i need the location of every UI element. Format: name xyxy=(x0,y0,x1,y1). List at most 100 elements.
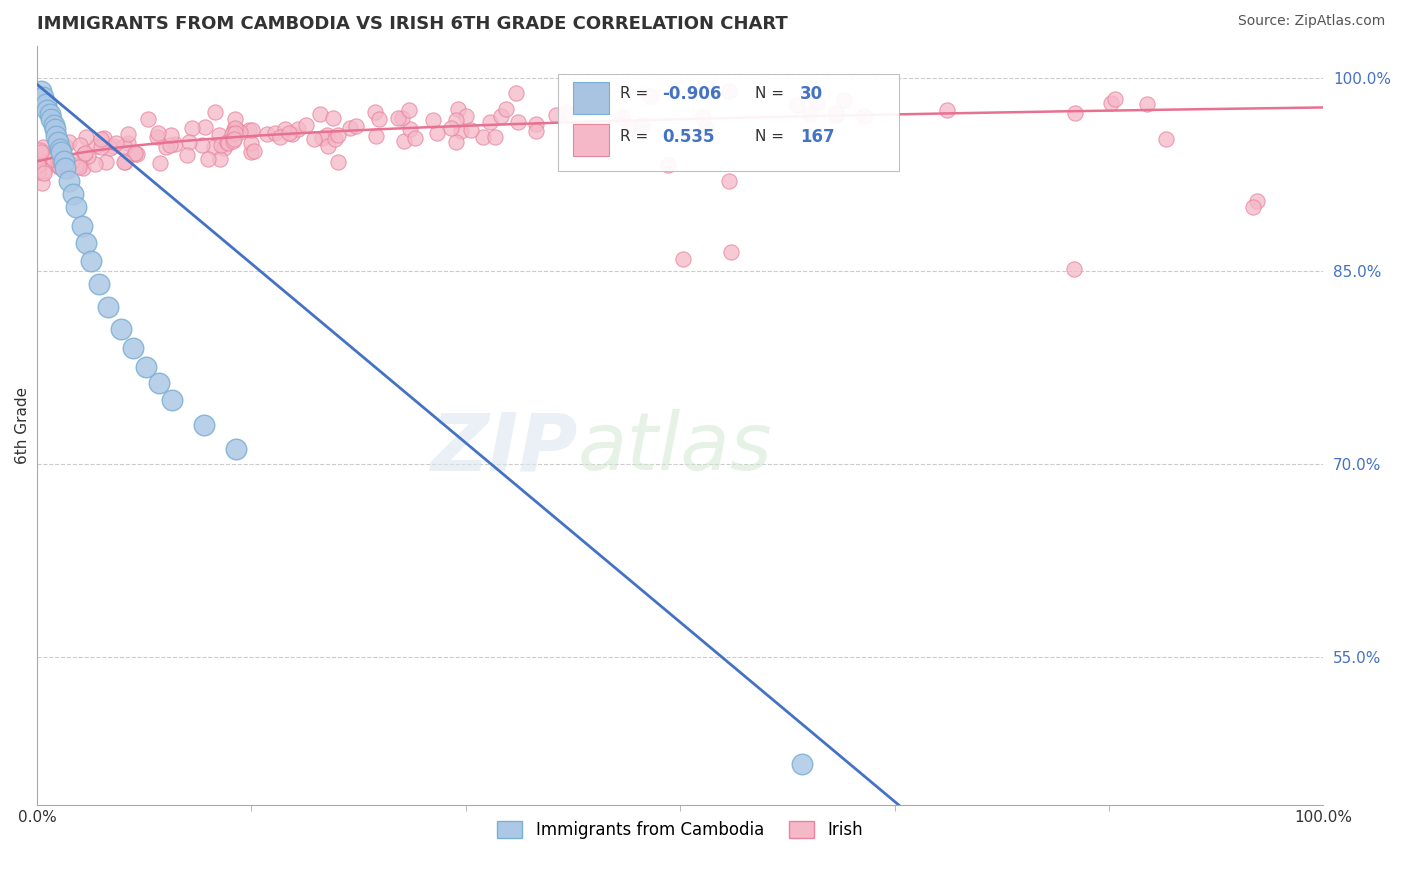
Point xyxy=(278,126,301,140)
Point xyxy=(48,149,70,163)
Point xyxy=(221,127,243,141)
Point xyxy=(117,136,139,151)
Point xyxy=(447,103,470,117)
Point xyxy=(75,130,97,145)
Point xyxy=(287,121,309,136)
Text: R =: R = xyxy=(620,86,652,101)
Point xyxy=(1064,106,1087,120)
Point xyxy=(48,160,70,174)
Point xyxy=(239,136,262,150)
Point xyxy=(322,111,344,125)
Point xyxy=(544,108,567,122)
Point xyxy=(717,173,740,187)
Point xyxy=(444,135,467,149)
Point xyxy=(526,124,548,138)
Point xyxy=(695,120,717,135)
Point xyxy=(135,360,157,375)
Point xyxy=(56,164,79,178)
Point xyxy=(149,156,172,170)
Text: 0.535: 0.535 xyxy=(662,128,714,145)
Point xyxy=(224,126,246,140)
Point xyxy=(344,119,367,133)
Point xyxy=(242,122,264,136)
Point xyxy=(217,135,239,149)
Point xyxy=(70,219,93,233)
Point xyxy=(27,164,49,178)
Point xyxy=(103,139,125,153)
Point xyxy=(32,163,55,178)
Point xyxy=(55,160,77,174)
Point xyxy=(302,131,325,145)
Point xyxy=(495,102,517,116)
Point xyxy=(364,129,387,144)
Point xyxy=(256,127,278,141)
Point xyxy=(75,235,97,250)
Point xyxy=(58,135,80,149)
Point xyxy=(472,129,495,144)
Point xyxy=(48,158,70,172)
Point xyxy=(67,157,90,171)
Point xyxy=(229,125,252,139)
Legend: Immigrants from Cambodia, Irish: Immigrants from Cambodia, Irish xyxy=(491,814,869,846)
Point xyxy=(224,112,246,126)
Point xyxy=(238,123,260,137)
Point xyxy=(73,146,96,161)
Text: atlas: atlas xyxy=(578,409,772,487)
Point xyxy=(294,118,316,132)
Point xyxy=(124,146,146,161)
Point xyxy=(46,135,69,149)
Point xyxy=(1154,132,1177,146)
Point xyxy=(180,121,202,136)
Point xyxy=(422,112,444,127)
Text: 167: 167 xyxy=(800,128,834,145)
Point xyxy=(692,110,714,124)
Text: R =: R = xyxy=(620,129,658,145)
Point xyxy=(505,87,527,101)
Point xyxy=(67,160,90,174)
Point xyxy=(425,126,447,140)
Text: ZIP: ZIP xyxy=(430,409,578,487)
Point xyxy=(32,90,55,104)
Point xyxy=(42,152,65,166)
Point xyxy=(274,122,297,136)
Bar xyxy=(574,124,609,156)
Point xyxy=(786,98,808,112)
Point xyxy=(28,152,51,166)
Point xyxy=(450,124,472,138)
Point xyxy=(104,136,127,150)
Point xyxy=(146,130,169,145)
FancyBboxPatch shape xyxy=(558,74,898,171)
Point xyxy=(42,119,65,133)
Point xyxy=(208,128,231,142)
Point xyxy=(84,157,107,171)
Point xyxy=(225,442,247,456)
Point xyxy=(30,143,52,157)
Point xyxy=(387,111,409,125)
Point xyxy=(155,140,177,154)
Point xyxy=(62,186,84,201)
Point xyxy=(619,120,641,135)
Text: 30: 30 xyxy=(800,85,823,103)
Point xyxy=(398,121,420,136)
Point xyxy=(176,148,198,162)
Text: -0.906: -0.906 xyxy=(662,85,721,103)
Point xyxy=(311,131,333,145)
Point xyxy=(30,84,52,98)
Point xyxy=(222,134,245,148)
Point xyxy=(239,145,262,159)
Point xyxy=(60,153,83,168)
Point xyxy=(217,136,239,150)
Point xyxy=(44,122,66,136)
Point xyxy=(165,137,187,152)
Point xyxy=(720,245,742,260)
Point xyxy=(41,150,63,164)
Point xyxy=(97,300,120,314)
Point xyxy=(32,166,55,180)
Point xyxy=(339,120,361,135)
Point xyxy=(112,155,135,169)
Point xyxy=(87,277,110,291)
Point xyxy=(35,149,58,163)
Point xyxy=(194,120,217,134)
Point xyxy=(638,89,661,103)
Point xyxy=(484,129,506,144)
